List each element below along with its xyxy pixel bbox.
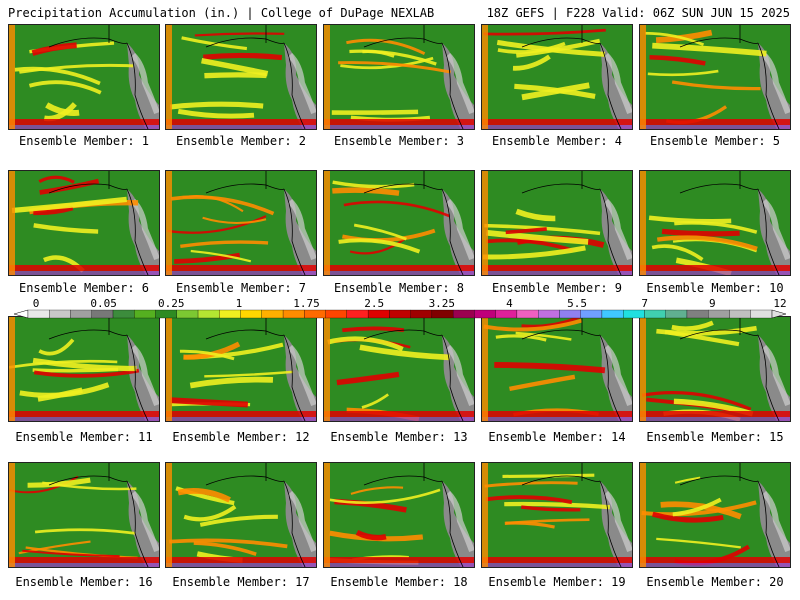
colorbar-swatch (495, 309, 518, 319)
colorbar-swatch (282, 309, 305, 319)
ensemble-member-label: Ensemble Member: 12 (172, 430, 310, 444)
colorbar-tick-label: 9 (709, 297, 716, 310)
ensemble-member-label: Ensemble Member: 15 (646, 430, 784, 444)
ensemble-map-panel (323, 170, 475, 276)
ensemble-map-panel (8, 462, 160, 568)
colorbar-swatch (134, 309, 156, 319)
colorbar-swatch (665, 309, 688, 319)
ensemble-map-panel (8, 170, 160, 276)
colorbar-swatch (219, 309, 241, 319)
ensemble-member-label: Ensemble Member: 7 (175, 281, 307, 295)
ensemble-member-label: Ensemble Member: 16 (15, 575, 153, 589)
colorbar-scale (13, 309, 787, 319)
ensemble-member-label: Ensemble Member: 19 (488, 575, 626, 589)
colorbar-swatch (346, 309, 369, 319)
ensemble-map-panel (8, 24, 160, 130)
ensemble-member-label: Ensemble Member: 18 (330, 575, 468, 589)
colorbar-end-triangle (13, 309, 29, 319)
colorbar-swatch (580, 309, 603, 319)
colorbar-swatch (70, 309, 92, 319)
colorbar-swatch (389, 309, 411, 319)
colorbar-swatch (750, 309, 773, 319)
colorbar-swatch (601, 309, 624, 319)
ensemble-map-panel (323, 24, 475, 130)
ensemble-map-panel (8, 316, 160, 422)
colorbar-swatch (474, 309, 496, 319)
ensemble-map-panel (165, 316, 317, 422)
ensemble-map-panel (639, 316, 791, 422)
ensemble-member-label: Ensemble Member: 11 (15, 430, 153, 444)
ensemble-member-label: Ensemble Member: 14 (488, 430, 626, 444)
ensemble-map-panel (165, 170, 317, 276)
colorbar-swatch (91, 309, 114, 319)
colorbar-tick-label: 1.75 (293, 297, 320, 310)
ensemble-map-panel (481, 462, 633, 568)
ensemble-map-panel (481, 24, 633, 130)
colorbar-tick-label: 3.25 (428, 297, 456, 310)
colorbar-swatch (155, 309, 177, 319)
colorbar-swatch (261, 309, 284, 319)
colorbar-swatch (325, 309, 348, 319)
colorbar-swatch (304, 309, 326, 319)
colorbar-swatch (686, 309, 709, 319)
colorbar-swatch (452, 309, 475, 319)
colorbar-swatch (197, 309, 220, 319)
colorbar-swatch (410, 309, 433, 319)
ensemble-map-panel (323, 316, 475, 422)
colorbar-tick-label: 0.25 (158, 297, 185, 310)
colorbar-swatch (516, 309, 539, 319)
colorbar-swatch (112, 309, 135, 319)
ensemble-member-label: Ensemble Member: 5 (649, 134, 781, 148)
colorbar-swatch (240, 309, 262, 319)
colorbar-end-triangle (771, 309, 787, 319)
ensemble-member-label: Ensemble Member: 8 (333, 281, 465, 295)
colorbar-swatch (708, 309, 730, 319)
colorbar-swatch (623, 309, 645, 319)
ensemble-map-panel (639, 170, 791, 276)
ensemble-member-label: Ensemble Member: 2 (175, 134, 307, 148)
ensemble-member-label: Ensemble Member: 10 (646, 281, 784, 295)
colorbar-tick-label: 2.5 (364, 297, 385, 310)
colorbar-swatch (49, 309, 71, 319)
colorbar-swatch (431, 309, 454, 319)
colorbar: 0 0.05 0.25 1 1.75 2.5 3.25 4 5.5 7 9 12 (10, 297, 790, 322)
ensemble-member-label: Ensemble Member: 4 (491, 134, 623, 148)
header-run-info: 18Z GEFS | F228 Valid: 06Z SUN JUN 15 20… (486, 6, 790, 20)
colorbar-swatch (27, 309, 50, 319)
header-title: Precipitation Accumulation (in.) | Colle… (8, 6, 435, 20)
colorbar-swatch (644, 309, 666, 319)
colorbar-swatch (538, 309, 560, 319)
ensemble-member-label: Ensemble Member: 3 (333, 134, 465, 148)
ensemble-map-panel (639, 24, 791, 130)
ensemble-map-panel (165, 462, 317, 568)
colorbar-tick-label: 5.5 (567, 297, 588, 310)
colorbar-swatch (367, 309, 390, 319)
ensemble-member-label: Ensemble Member: 20 (646, 575, 784, 589)
ensemble-member-label: Ensemble Member: 17 (172, 575, 310, 589)
colorbar-tick-label: 1 (235, 297, 243, 310)
colorbar-tick-label: 0 (32, 297, 40, 310)
colorbar-tick-label: 7 (641, 297, 649, 310)
ensemble-map-panel (323, 462, 475, 568)
colorbar-tick-label: 4 (506, 297, 513, 310)
ensemble-map-panel (165, 24, 317, 130)
ensemble-map-panel (639, 462, 791, 568)
ensemble-map-panel (481, 316, 633, 422)
colorbar-swatch (176, 309, 199, 319)
ensemble-member-label: Ensemble Member: 1 (18, 134, 150, 148)
colorbar-tick-label: 0.05 (90, 297, 117, 310)
ensemble-member-label: Ensemble Member: 13 (330, 430, 468, 444)
ensemble-member-label: Ensemble Member: 6 (18, 281, 150, 295)
ensemble-map-panel (481, 170, 633, 276)
colorbar-swatch (729, 309, 751, 319)
colorbar-tick-label: 12 (773, 297, 787, 310)
ensemble-member-label: Ensemble Member: 9 (491, 281, 623, 295)
colorbar-swatch (559, 309, 581, 319)
